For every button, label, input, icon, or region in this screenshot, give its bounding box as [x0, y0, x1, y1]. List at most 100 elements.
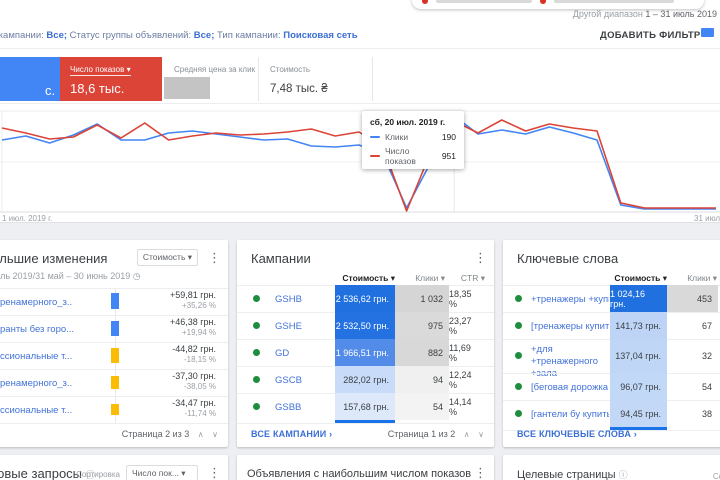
series-dash-icon: [370, 154, 380, 158]
status-dot-icon: [515, 322, 522, 329]
scorecard-avg-cpc[interactable]: Средняя цена за клик: [162, 57, 258, 101]
change-row-label[interactable]: ренамерного_з..: [0, 297, 73, 308]
campaign-name[interactable]: GD: [275, 348, 290, 359]
legend-dot-icon: [540, 0, 546, 4]
chevron-up-icon[interactable]: ∧: [197, 430, 204, 439]
chevron-down-icon[interactable]: ∨: [478, 430, 484, 439]
cost-cell: 2 536,62 грн.: [335, 285, 395, 312]
all-campaigns-link[interactable]: ВСЕ КАМПАНИИ ›: [251, 429, 333, 439]
scorecard-avg-cpc-label: Средняя цена за клик: [174, 65, 256, 74]
chevron-up-icon[interactable]: ∧: [463, 430, 470, 439]
campaign-name[interactable]: GSHB: [275, 294, 302, 305]
divider: [503, 430, 720, 431]
card-search-queries: Поисковые запросы ⓘ Сортировка Число пок…: [0, 455, 228, 480]
date-range-label[interactable]: Другой диапазон: [572, 9, 643, 19]
change-row-label[interactable]: ренамерного_з..: [0, 378, 73, 389]
change-value: -44,82 грн.: [172, 344, 216, 354]
selected-column-indicator: [335, 420, 395, 423]
filter-label: Статус группы объявлений:: [69, 30, 192, 41]
keyword-text[interactable]: [тренажеры купить]: [531, 321, 609, 332]
kebab-menu-icon[interactable]: ⋮: [474, 465, 487, 480]
change-percent: +35,26 %: [181, 301, 216, 310]
all-keywords-link[interactable]: ВСЕ КЛЮЧЕВЫЕ СЛОВА ›: [517, 429, 637, 439]
cost-cell: 94,45 грн.: [610, 400, 667, 427]
applied-filters[interactable]: Статус кампании: Все; Статус группы объя…: [0, 30, 358, 41]
date-range-control[interactable]: Другой диапазон 1 – 31 июль 2019: [573, 9, 717, 19]
column-header-clicks[interactable]: Клики ▾: [415, 273, 445, 283]
filter-label: Тип кампании:: [217, 30, 281, 41]
clicks-cell: 453: [667, 285, 718, 312]
change-row-label[interactable]: ранты без горо...: [0, 324, 75, 335]
change-value: +46,38 грн.: [169, 317, 216, 327]
scorecard-impressions-label: Число показов ▾: [70, 65, 131, 76]
status-dot-icon: [253, 295, 260, 302]
tooltip-series-value: 190: [441, 132, 456, 142]
date-range-value[interactable]: 1 – 31 июль 2019: [645, 9, 717, 19]
keyword-text[interactable]: [беговая дорожка бу]: [531, 382, 609, 393]
keyword-text[interactable]: [гантели бу купить]: [531, 409, 609, 420]
info-icon: ⓘ: [85, 470, 95, 480]
status-dot-icon: [515, 383, 522, 390]
column-header-cost[interactable]: Стоимость ▾: [614, 273, 667, 283]
clicks-cell: 54: [701, 381, 712, 392]
scorecard-clicks[interactable]: с.: [0, 57, 60, 101]
card-title: Поисковые запросы ⓘ: [0, 466, 95, 480]
timeseries-chart[interactable]: [0, 108, 720, 218]
keyword-text[interactable]: +тренажеры +купить: [531, 294, 609, 305]
card-landing-pages: Целевые страницы ⓘ Сортировка:: [503, 455, 720, 480]
scorecard-impressions[interactable]: Число показов ▾ 18,6 тыс.: [60, 57, 162, 101]
cost-cell: 137,04 грн.: [610, 339, 667, 373]
scorecard-cost[interactable]: Стоимость 7,48 тыс. ₴: [258, 57, 372, 101]
card-title: Целевые страницы ⓘ: [517, 469, 628, 480]
cost-cell: 157,68 грн.: [335, 393, 395, 420]
clicks-cell: 54: [395, 393, 449, 420]
kebab-menu-icon[interactable]: ⋮: [208, 250, 221, 265]
column-header-clicks[interactable]: Клики ▾: [687, 273, 717, 283]
filter-value[interactable]: Поисковая сеть: [283, 30, 358, 41]
scorecard-avg-cpc-hidden-value: [164, 77, 210, 99]
scorecard-cost-value: 7,48 тыс. ₴: [270, 83, 328, 95]
pagination: Страница 2 из 3 ∧ ∨: [121, 429, 218, 439]
metric-selector[interactable]: Стоимость ▾: [136, 249, 198, 266]
filter-value[interactable]: Все;: [46, 30, 68, 41]
sort-label: Сортировка:: [712, 472, 720, 480]
clicks-cell: 67: [701, 320, 712, 331]
campaign-name[interactable]: GSCB: [275, 375, 302, 386]
campaign-name[interactable]: GSBB: [275, 402, 302, 413]
clicks-cell: 32: [701, 351, 712, 361]
tooltip-series-value: 951: [441, 151, 456, 161]
divider: [372, 57, 373, 101]
keyword-text[interactable]: +для +тренажерного +зала: [531, 344, 598, 379]
change-percent: -18,15 %: [183, 355, 216, 364]
change-bar: [111, 404, 119, 415]
cost-cell: 2 532,50 грн.: [335, 312, 395, 339]
cost-cell: 282,02 грн.: [335, 366, 395, 393]
column-header-ctr[interactable]: CTR ▾: [460, 273, 485, 283]
campaign-name[interactable]: GSHE: [275, 321, 302, 332]
add-filter-button[interactable]: ДОБАВИТЬ ФИЛЬТР: [600, 30, 701, 41]
kebab-menu-icon[interactable]: ⋮: [474, 250, 487, 265]
change-row-label[interactable]: ссиональные т...: [0, 405, 73, 416]
change-row-label[interactable]: ссиональные т...: [0, 351, 73, 362]
scorecard-impressions-value: 18,6 тыс.: [70, 81, 125, 96]
status-dot-icon: [253, 403, 260, 410]
card-title: Наибольшие изменения: [0, 251, 108, 266]
status-dot-icon: [515, 352, 522, 359]
grid-icon[interactable]: [701, 28, 714, 37]
tooltip-series-name: Число показов: [385, 146, 416, 166]
filter-value[interactable]: Все;: [193, 30, 215, 41]
column-header-cost[interactable]: Стоимость ▾: [342, 273, 395, 283]
kebab-menu-icon[interactable]: ⋮: [208, 465, 221, 480]
clicks-cell: 975: [395, 312, 449, 339]
series-dash-icon: [370, 135, 380, 139]
tooltip-row: Клики 190: [370, 132, 456, 142]
sort-selector[interactable]: Число пок... ▾: [126, 465, 198, 480]
clicks-cell: 882: [395, 339, 449, 366]
divider: [0, 288, 228, 289]
change-bar: [111, 293, 119, 309]
selected-column-indicator: [610, 427, 667, 430]
ctr-cell: 14,14 %: [449, 396, 472, 417]
filter-label: Статус кампании:: [0, 30, 44, 41]
chevron-down-icon[interactable]: ∨: [212, 430, 218, 439]
